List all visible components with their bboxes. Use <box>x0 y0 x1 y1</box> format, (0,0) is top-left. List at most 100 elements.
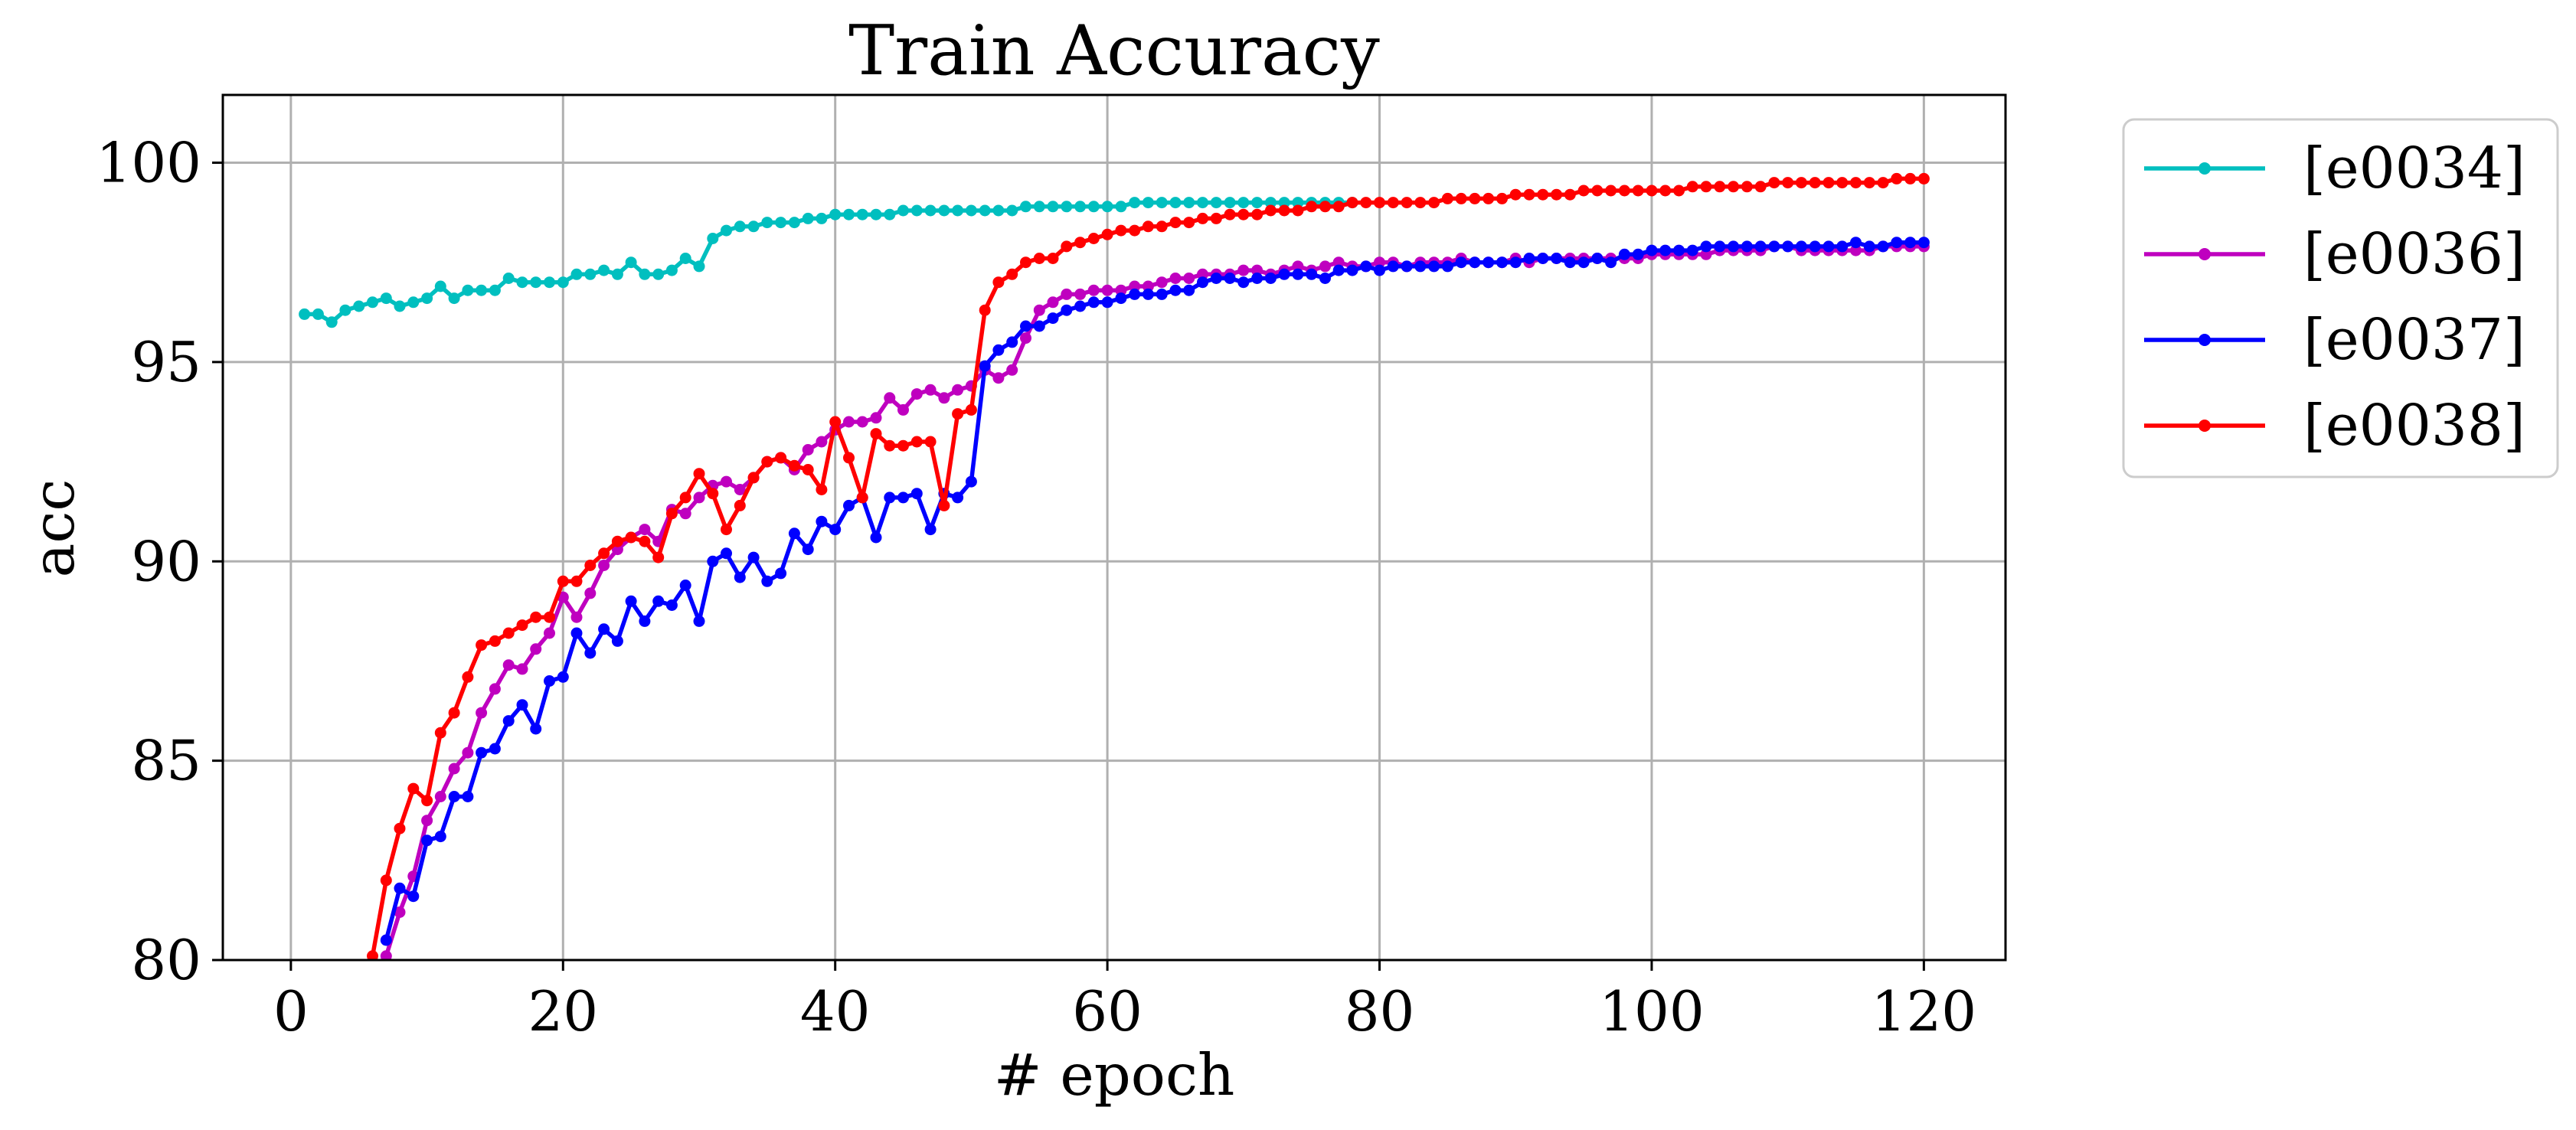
data-point-e0038 <box>761 456 773 468</box>
data-point-e0037 <box>611 635 623 647</box>
plot-area-frame <box>221 93 2007 962</box>
data-point-e0036 <box>598 560 610 571</box>
legend: [e0034] [e0036] [e0037] [e0038] <box>2122 118 2559 478</box>
data-point-e0037 <box>1917 237 1930 249</box>
data-point-e0038 <box>788 459 800 472</box>
data-point-e0036 <box>448 763 460 775</box>
data-point-e0037 <box>1809 240 1821 253</box>
data-point-e0037 <box>1319 273 1331 284</box>
data-point-e0038 <box>1618 185 1630 197</box>
data-point-e0034 <box>802 212 814 224</box>
data-point-e0034 <box>775 217 787 229</box>
legend-box <box>2122 118 2559 478</box>
data-point-e0037 <box>516 699 528 711</box>
data-point-e0037 <box>816 515 828 527</box>
data-point-e0038 <box>1129 224 1141 237</box>
data-point-e0038 <box>598 547 610 560</box>
y-axis-ticks: 80 85 90 95 100 <box>96 131 223 992</box>
data-point-e0034 <box>1197 197 1208 209</box>
data-point-e0034 <box>1047 201 1059 213</box>
data-point-e0038 <box>1387 197 1399 209</box>
data-point-e0034 <box>489 284 501 296</box>
data-point-e0034 <box>1033 201 1045 213</box>
x-tick-label: 20 <box>528 979 598 1043</box>
data-point-e0036 <box>367 986 378 998</box>
data-point-e0034 <box>1020 201 1031 213</box>
data-point-e0038 <box>544 611 555 623</box>
data-point-e0037 <box>639 615 651 627</box>
data-point-e0036 <box>693 492 705 504</box>
data-point-e0034 <box>897 204 909 217</box>
data-point-e0037 <box>965 475 977 488</box>
data-point-e0037 <box>1224 273 1236 284</box>
data-point-e0038 <box>1754 181 1767 193</box>
data-point-e0034 <box>952 204 964 217</box>
data-point-e0037 <box>625 595 637 607</box>
x-tick-label: 0 <box>273 979 309 1043</box>
data-point-e0034 <box>1101 201 1113 213</box>
data-point-e0034 <box>721 224 732 237</box>
data-point-e0034 <box>843 208 855 220</box>
data-point-e0034 <box>502 273 515 284</box>
data-point-e0034 <box>353 300 365 312</box>
data-point-e0037 <box>1863 240 1875 253</box>
data-point-e0037 <box>448 791 460 802</box>
data-point-e0037 <box>476 746 488 759</box>
data-point-e0034 <box>380 292 392 305</box>
data-point-e0034 <box>462 284 474 296</box>
data-point-e0038 <box>407 782 420 795</box>
data-point-e0037 <box>1577 256 1590 269</box>
data-point-e0037 <box>1632 248 1644 260</box>
legend-entry-e0034: [e0034] <box>2144 136 2525 201</box>
data-point-e0037 <box>1714 240 1726 253</box>
data-point-e0037 <box>394 882 406 894</box>
data-point-e0037 <box>502 715 515 727</box>
data-point-e0034 <box>325 316 338 328</box>
data-point-e0034 <box>1006 204 1018 217</box>
data-point-e0037 <box>1306 268 1318 280</box>
data-point-e0037 <box>1455 256 1467 269</box>
data-point-e0038 <box>1917 172 1930 185</box>
data-point-e0038 <box>938 499 950 511</box>
data-point-e0038 <box>502 627 515 639</box>
data-point-e0034 <box>938 204 950 217</box>
data-point-e0038 <box>584 560 597 571</box>
data-point-e0038 <box>530 611 542 623</box>
data-point-e0036 <box>502 659 515 671</box>
data-point-e0038 <box>721 524 732 536</box>
data-point-e0037 <box>1850 237 1862 249</box>
data-point-e0038 <box>516 619 528 632</box>
data-point-e0037 <box>952 492 964 504</box>
y-tick-label: 95 <box>131 330 201 394</box>
data-point-e0034 <box>1251 197 1263 209</box>
data-point-e0037 <box>1278 268 1290 280</box>
data-point-e0034 <box>598 264 610 276</box>
data-point-e0036 <box>884 392 896 404</box>
data-point-e0038 <box>816 484 828 495</box>
data-point-e0038 <box>611 535 623 547</box>
data-point-e0038 <box>1646 185 1658 197</box>
data-point-e0038 <box>1292 204 1304 217</box>
data-point-e0038 <box>652 551 665 563</box>
data-point-e0036 <box>1115 284 1127 296</box>
legend-label: [e0038] <box>2303 393 2525 459</box>
data-point-e0038 <box>747 472 760 484</box>
data-point-e0037 <box>1836 240 1849 253</box>
data-point-e0036 <box>530 643 542 655</box>
data-point-e0034 <box>516 276 528 289</box>
data-point-e0034 <box>570 268 583 280</box>
data-point-e0037 <box>489 743 501 755</box>
data-point-e0037 <box>802 544 814 556</box>
data-point-e0036 <box>1374 256 1385 269</box>
data-point-e0037 <box>870 531 882 544</box>
data-point-e0037 <box>910 488 923 500</box>
data-point-e0034 <box>407 296 420 309</box>
data-point-e0036 <box>489 683 501 695</box>
data-point-e0038 <box>1197 212 1208 224</box>
data-point-e0034 <box>693 260 705 273</box>
data-point-e0037 <box>1523 253 1535 264</box>
data-point-e0038 <box>489 635 501 647</box>
data-point-e0034 <box>747 220 760 233</box>
data-point-e0037 <box>1115 292 1127 305</box>
data-point-e0034 <box>1264 197 1277 209</box>
